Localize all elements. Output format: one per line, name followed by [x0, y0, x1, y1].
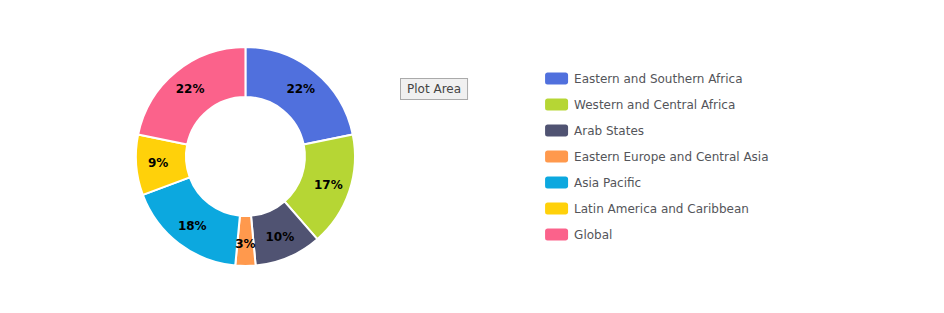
svg-text:22%: 22% — [286, 82, 315, 96]
svg-text:9%: 9% — [148, 156, 168, 170]
svg-text:Latin America and Caribbean: Latin America and Caribbean — [574, 202, 749, 216]
svg-text:Asia Pacific: Asia Pacific — [574, 176, 641, 190]
svg-text:17%: 17% — [314, 178, 343, 192]
svg-text:22%: 22% — [176, 82, 205, 96]
svg-text:Eastern Europe and Central Asi: Eastern Europe and Central Asia — [574, 150, 768, 164]
svg-text:Global: Global — [574, 228, 612, 242]
svg-text:3%: 3% — [235, 237, 255, 251]
svg-text:Plot Area: Plot Area — [407, 82, 461, 96]
svg-text:10%: 10% — [266, 230, 295, 244]
svg-text:Arab States: Arab States — [574, 124, 644, 138]
svg-text:18%: 18% — [178, 219, 207, 233]
svg-text:Western and Central Africa: Western and Central Africa — [574, 98, 735, 112]
svg-text:Eastern and Southern Africa: Eastern and Southern Africa — [574, 72, 742, 86]
